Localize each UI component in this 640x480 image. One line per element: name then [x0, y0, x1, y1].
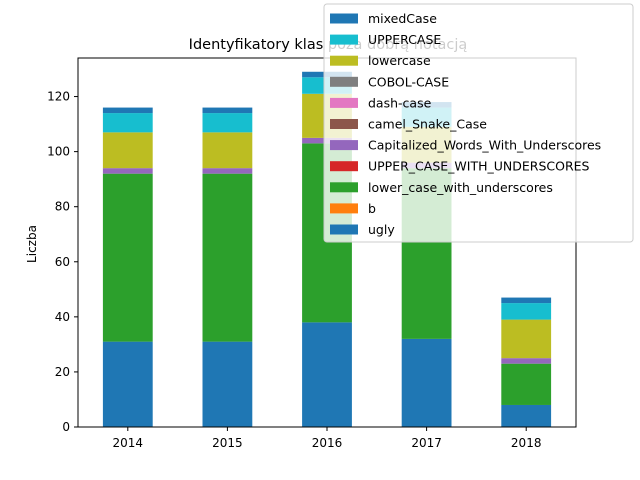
legend-swatch: [330, 55, 358, 66]
bar-segment-2015-10: [202, 107, 253, 114]
bar-segment-2015-9: [202, 113, 253, 133]
y-axis-label: Liczba: [25, 225, 39, 263]
legend-label: lower_case_with_underscores: [368, 180, 553, 195]
legend: mixedCase UPPERCASE lowercase COBOL-CASE das…: [323, 3, 634, 243]
x-tick-label: 2016: [312, 436, 343, 450]
legend-label: lowercase: [368, 53, 431, 68]
y-tick-label: 80: [55, 200, 70, 214]
legend-label: COBOL-CASE: [368, 74, 449, 89]
bar-segment-2015-8: [202, 132, 253, 169]
bar-segment-2015-0: [202, 341, 253, 427]
legend-swatch: [330, 76, 358, 87]
bar-segment-2018-4: [501, 358, 552, 364]
legend-label: UPPER_CASE_WITH_UNDERSCORES: [368, 159, 590, 174]
bar-segment-2014-8: [102, 132, 153, 169]
legend-swatch: [330, 140, 358, 151]
legend-label: camel_Snake_Case: [368, 117, 487, 132]
bar-segment-2016-0: [302, 322, 352, 427]
x-tick-label: 2014: [113, 436, 144, 450]
bar-segment-2018-8: [501, 319, 552, 359]
legend-swatch: [330, 182, 358, 193]
y-tick-label: 20: [55, 365, 70, 379]
legend-label: ugly: [368, 222, 395, 237]
x-tick-label: 2017: [411, 436, 442, 450]
legend-swatch: [330, 13, 358, 24]
bars-layer: [102, 71, 552, 427]
bar-segment-2017-0: [401, 338, 452, 427]
y-tick-label: 60: [55, 255, 70, 269]
y-tick-label: 100: [47, 145, 70, 159]
legend-box: [323, 3, 634, 243]
bar-segment-2014-9: [102, 113, 153, 133]
legend-label: UPPERCASE: [368, 32, 441, 47]
y-tick-label: 40: [55, 310, 70, 324]
bar-segment-2018-2: [501, 363, 552, 405]
bar-segment-2014-0: [102, 341, 153, 427]
bar-segment-2014-10: [102, 107, 153, 114]
legend-label: mixedCase: [368, 11, 437, 26]
bar-segment-2018-10: [501, 297, 552, 304]
x-tick-label: 2018: [511, 436, 542, 450]
bar-segment-2014-2: [102, 173, 153, 342]
bar-segment-2018-0: [501, 404, 552, 427]
y-tick-label: 0: [62, 420, 70, 434]
bar-segment-2014-4: [102, 168, 153, 174]
legend-swatch: [330, 224, 358, 235]
legend-label: dash-case: [368, 95, 432, 110]
legend-swatch: [330, 161, 358, 172]
bar-segment-2015-4: [202, 168, 253, 174]
y-tick-label: 120: [47, 90, 70, 104]
x-tick-label: 2015: [212, 436, 243, 450]
legend-swatch: [330, 203, 358, 214]
legend-label: Capitalized_Words_With_Underscores: [368, 138, 601, 153]
bar-segment-2018-9: [501, 303, 552, 320]
legend-swatch: [330, 34, 358, 45]
legend-swatch: [330, 97, 358, 108]
legend-swatch: [330, 119, 358, 129]
bar-segment-2015-2: [202, 173, 253, 342]
legend-label: b: [368, 201, 376, 216]
